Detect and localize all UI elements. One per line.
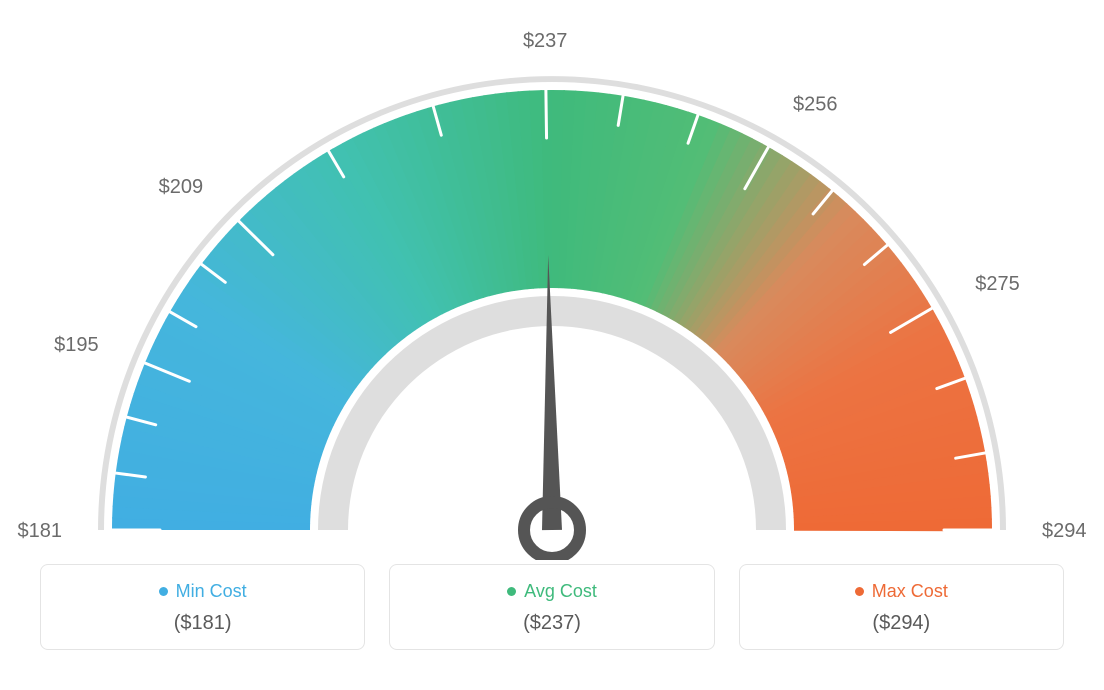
card-min-label-row: Min Cost — [51, 581, 354, 602]
summary-cards: Min Cost ($181) Avg Cost ($237) Max Cost… — [0, 564, 1104, 650]
gauge-tick-label: $181 — [18, 520, 63, 542]
card-avg-label: Avg Cost — [524, 581, 597, 602]
card-min-cost: Min Cost ($181) — [40, 564, 365, 650]
card-min-label: Min Cost — [176, 581, 247, 602]
dot-icon — [507, 587, 516, 596]
dot-icon — [159, 587, 168, 596]
dot-icon — [855, 587, 864, 596]
gauge-tick-label: $209 — [159, 176, 204, 198]
card-max-label-row: Max Cost — [750, 581, 1053, 602]
card-avg-label-row: Avg Cost — [400, 581, 703, 602]
gauge-tick-label: $256 — [793, 93, 838, 115]
gauge-tick-label: $275 — [975, 273, 1020, 295]
card-avg-value: ($237) — [400, 612, 703, 635]
gauge-tick-label: $294 — [1042, 520, 1087, 542]
card-min-value: ($181) — [51, 612, 354, 635]
gauge-tick-label: $237 — [523, 30, 568, 52]
gauge-tick-label: $195 — [54, 334, 99, 356]
card-max-label: Max Cost — [872, 581, 948, 602]
card-max-value: ($294) — [750, 612, 1053, 635]
card-max-cost: Max Cost ($294) — [739, 564, 1064, 650]
card-avg-cost: Avg Cost ($237) — [389, 564, 714, 650]
gauge-svg: $181 $195 $209 $237 $256 $275 $294 — [0, 0, 1104, 560]
gauge-chart: $181 $195 $209 $237 $256 $275 $294 — [0, 0, 1104, 560]
